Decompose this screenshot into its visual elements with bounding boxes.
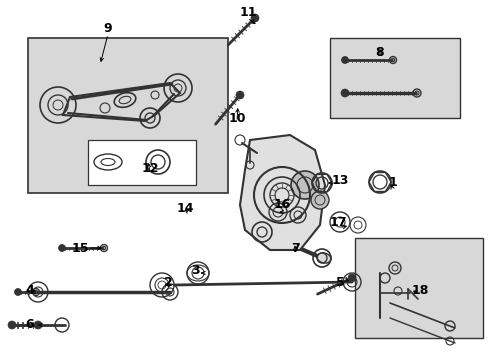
Bar <box>354 238 482 338</box>
Circle shape <box>34 321 42 329</box>
Circle shape <box>250 14 259 22</box>
Text: 7: 7 <box>290 242 299 255</box>
Text: 13: 13 <box>331 174 348 186</box>
Text: 6: 6 <box>26 319 34 332</box>
Text: 16: 16 <box>273 198 290 211</box>
Circle shape <box>347 274 355 282</box>
Circle shape <box>341 57 348 63</box>
Circle shape <box>290 171 318 199</box>
Circle shape <box>15 288 21 296</box>
Circle shape <box>8 321 16 329</box>
Ellipse shape <box>316 253 330 263</box>
Text: 17: 17 <box>328 216 346 229</box>
Circle shape <box>310 191 328 209</box>
Text: 9: 9 <box>103 22 112 35</box>
Bar <box>88 140 196 185</box>
Text: 1: 1 <box>388 175 397 189</box>
Text: 10: 10 <box>228 112 245 125</box>
Circle shape <box>236 91 244 99</box>
Text: 11: 11 <box>239 5 256 18</box>
Text: 15: 15 <box>71 242 88 255</box>
Text: 14: 14 <box>176 202 193 215</box>
Bar <box>28 38 227 193</box>
Polygon shape <box>240 135 325 250</box>
Text: 8: 8 <box>375 45 384 58</box>
Text: 4: 4 <box>25 284 34 297</box>
Text: 5: 5 <box>335 275 344 288</box>
Bar <box>329 38 459 118</box>
Text: 12: 12 <box>141 162 159 175</box>
Text: 3: 3 <box>190 264 199 276</box>
Text: 18: 18 <box>410 284 428 297</box>
Text: 2: 2 <box>163 275 172 288</box>
Ellipse shape <box>114 93 136 107</box>
Circle shape <box>59 244 65 252</box>
Circle shape <box>340 89 348 97</box>
